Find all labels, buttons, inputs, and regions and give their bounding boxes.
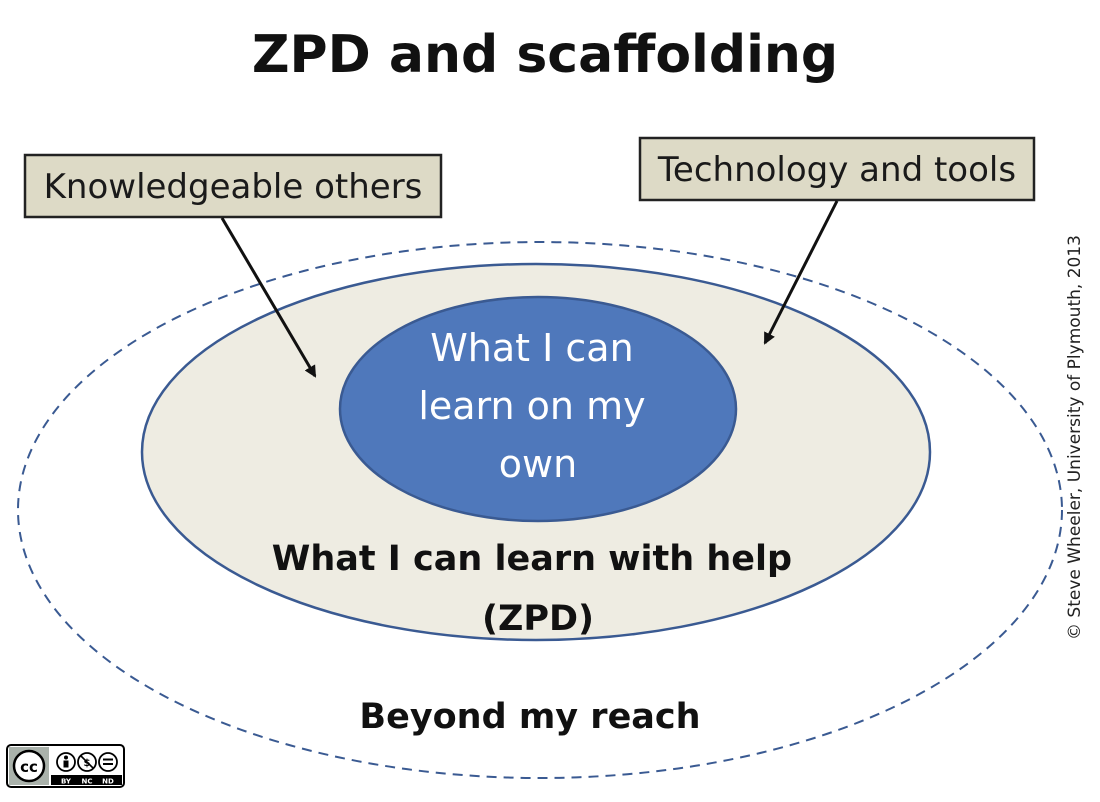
- page-title: ZPD and scaffolding: [252, 25, 838, 85]
- license-badge-strip: [51, 775, 122, 785]
- arrow-left-to-zpd: [220, 217, 317, 378]
- copyright-credit: © Steve Wheeler, University of Plymouth,…: [1065, 235, 1085, 640]
- license-label-nc: NC: [82, 778, 93, 786]
- zpd-zone-line: What I can learn with help: [272, 539, 792, 579]
- technology-tools-box: Technology and tools: [638, 136, 1036, 202]
- scaffold-box-left-rect: [23, 153, 443, 219]
- inner-zone-line: learn on my: [418, 384, 645, 428]
- inner-zone-line: own: [499, 442, 577, 486]
- outer-zone-label: Beyond my reach: [359, 697, 700, 737]
- svg-text:cc: cc: [20, 758, 38, 776]
- scaffold-box-right-rect: [638, 136, 1036, 202]
- cc-icon: cc: [12, 749, 46, 783]
- zpd-zone-line: (ZPD): [482, 599, 594, 639]
- scaffold-label-right: Technology and tools: [657, 150, 1016, 190]
- outer-zone-ellipse: [17, 241, 1063, 779]
- arrow-right-to-zpd: [763, 200, 839, 345]
- inner-zone-ellipse: [338, 295, 738, 523]
- nc-icon: $: [77, 752, 97, 772]
- inner-zone-label: What I can learn on my own: [418, 326, 657, 486]
- cc-license-badge: cc $ BY NC ND: [6, 744, 125, 788]
- scaffold-label-left: Knowledgeable others: [44, 167, 423, 207]
- knowledgeable-others-box: Knowledgeable others: [23, 153, 443, 219]
- inner-zone-line: What I can: [430, 326, 633, 370]
- nd-icon: [98, 752, 118, 772]
- license-label-nd: ND: [102, 778, 114, 786]
- svg-text:$: $: [84, 758, 91, 769]
- zpd-zone-label: What I can learn with help (ZPD): [272, 539, 805, 639]
- license-label-by: BY: [61, 778, 72, 786]
- by-icon: [56, 752, 76, 772]
